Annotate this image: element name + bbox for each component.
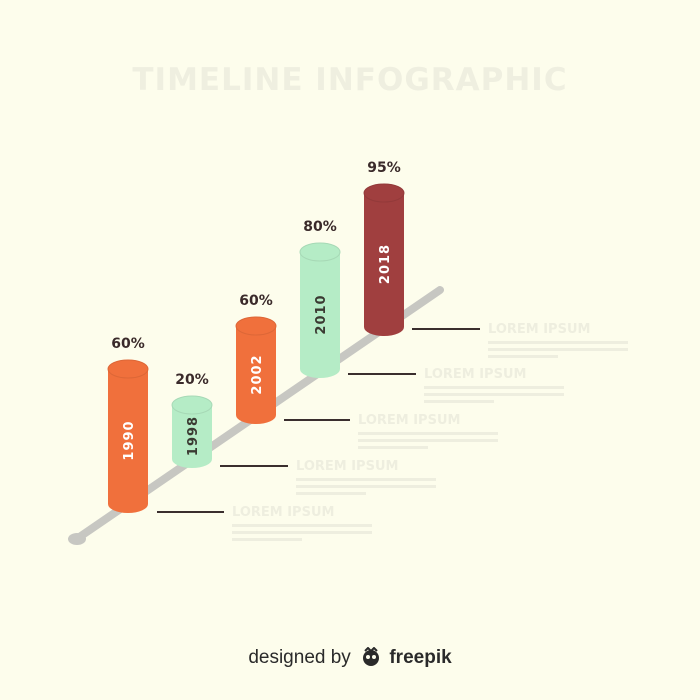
percent-label: 95% <box>367 160 401 176</box>
description-line <box>358 432 498 435</box>
freepik-logo-icon <box>363 647 380 666</box>
credit-brand: freepik <box>389 647 452 668</box>
cylinder-top <box>363 183 405 203</box>
timeline-axis-end <box>68 533 86 545</box>
description-line <box>296 492 366 495</box>
timeline-step-2018: 2018 95% LOREM IPSUM <box>363 160 628 358</box>
description-line <box>424 386 564 389</box>
year-label: 1998 <box>186 416 201 456</box>
description-line <box>358 439 498 442</box>
cylinder-top <box>299 242 341 262</box>
cylinder-top <box>171 395 213 415</box>
cylinder-body <box>300 252 340 378</box>
year-label: 2018 <box>378 244 393 284</box>
description-line <box>296 478 436 481</box>
step-heading: LOREM IPSUM <box>488 322 590 337</box>
year-label: 2002 <box>250 354 265 394</box>
percent-label: 80% <box>303 219 337 235</box>
description-line <box>424 400 494 403</box>
year-label: 1990 <box>122 420 137 460</box>
description-line <box>232 538 302 541</box>
step-heading: LOREM IPSUM <box>424 367 526 382</box>
cylinder-body <box>172 405 212 468</box>
description-line <box>424 393 564 396</box>
timeline-step-1990: 1990 60% LOREM IPSUM <box>107 336 372 541</box>
step-heading: LOREM IPSUM <box>232 505 334 520</box>
timeline-step-1998: 1998 20% LOREM IPSUM <box>171 372 436 495</box>
cylinder-body <box>364 193 404 336</box>
freepik-credit: designed by freepik <box>0 647 700 669</box>
timeline-step-2010: 2010 80% LOREM IPSUM <box>299 219 564 403</box>
percent-label: 60% <box>111 336 145 352</box>
timeline-step-2002: 2002 60% LOREM IPSUM <box>235 293 498 449</box>
percent-label: 60% <box>239 293 273 309</box>
description-line <box>488 348 628 351</box>
cylinder-top <box>107 359 149 379</box>
description-line <box>296 485 436 488</box>
cylinder-body <box>108 369 148 513</box>
step-heading: LOREM IPSUM <box>296 459 398 474</box>
cylinder-top <box>235 316 277 336</box>
description-line <box>488 341 628 344</box>
year-label: 2010 <box>314 294 329 334</box>
description-line <box>232 524 372 527</box>
description-line <box>232 531 372 534</box>
cylinder-body <box>236 326 276 424</box>
credit-prefix: designed by <box>248 647 351 668</box>
percent-label: 20% <box>175 372 209 388</box>
description-line <box>358 446 428 449</box>
diagram-title: TIMELINE INFOGRAPHIC <box>132 62 568 98</box>
step-heading: LOREM IPSUM <box>358 413 460 428</box>
description-line <box>488 355 558 358</box>
